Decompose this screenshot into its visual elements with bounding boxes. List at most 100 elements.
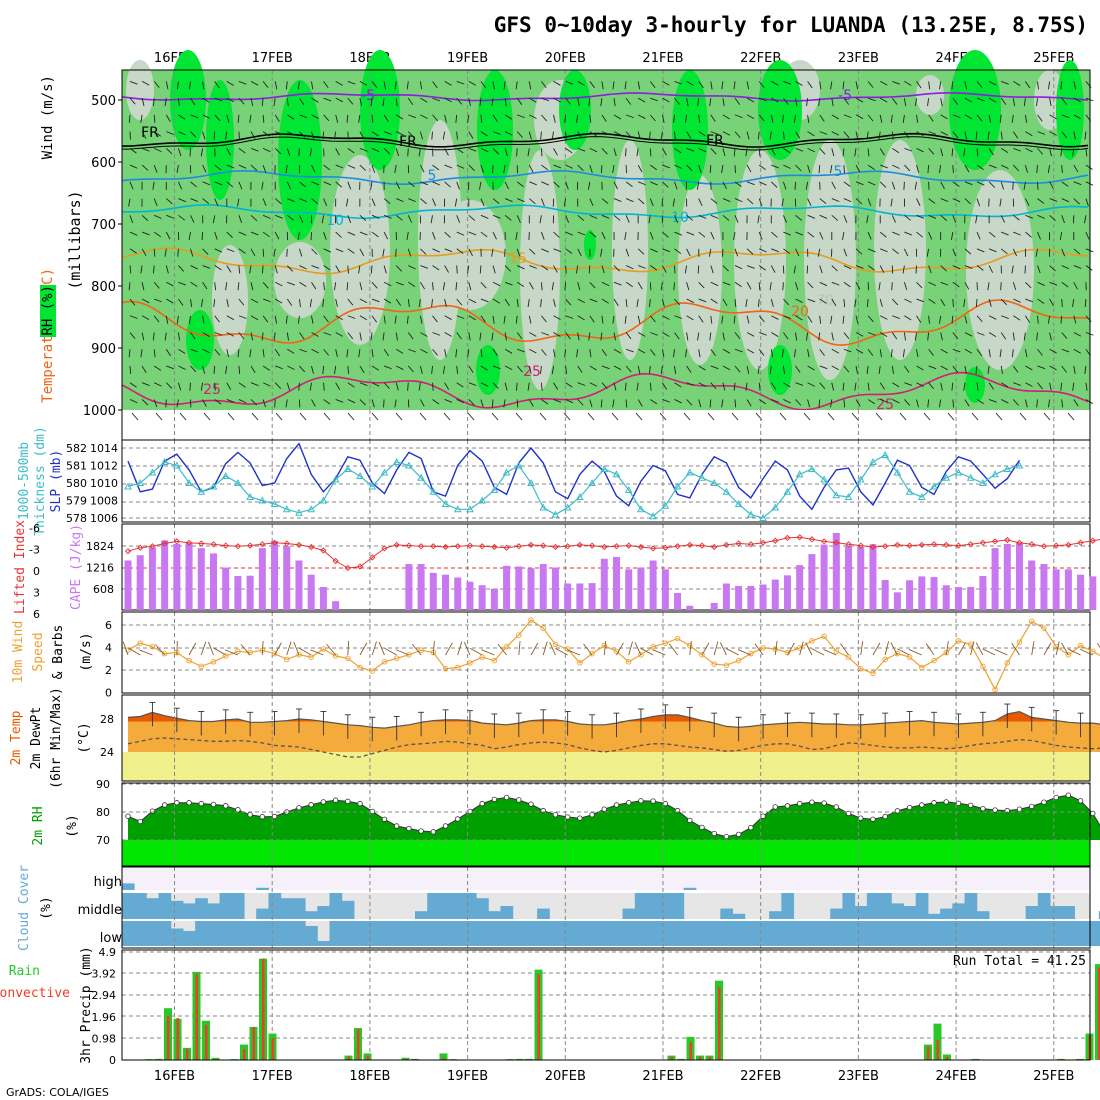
cape-bar: [857, 547, 865, 610]
lifted-index-marker: [149, 543, 156, 550]
wind-barb-10m: [994, 648, 1008, 656]
wind-barb: [347, 412, 355, 421]
wind-barb: [249, 114, 252, 123]
wind-barb: [1025, 81, 1031, 89]
lifted-index-marker: [991, 538, 999, 545]
wind-barb: [492, 81, 495, 90]
wind-barb: [297, 81, 300, 90]
cloud-bar-low: [512, 921, 526, 946]
wind-barb: [238, 315, 247, 319]
precip-convective-bar: [1098, 967, 1100, 1060]
wind-barb: [394, 315, 397, 324]
wind-barb: [492, 365, 501, 370]
wind-barb: [891, 282, 893, 291]
wind-barb: [528, 164, 534, 173]
wind-barb: [541, 164, 549, 171]
cloud-bar-middle: [647, 893, 660, 919]
wind-barb: [587, 412, 595, 421]
thickness-tick: 580: [66, 477, 87, 490]
wind-barb: [576, 349, 579, 358]
wind-barb-10m: [774, 641, 778, 656]
wind-barb: [190, 97, 196, 106]
wind-barb: [323, 315, 329, 323]
wind-barb: [262, 382, 271, 387]
wind-barb: [214, 348, 221, 356]
wind-barb: [793, 265, 796, 274]
cape-bar: [161, 540, 169, 610]
temp-area: [128, 711, 1100, 752]
wind-barb: [698, 349, 701, 358]
precip-convective-bar: [214, 1058, 217, 1060]
wind-barb: [625, 97, 632, 105]
wind-barb: [456, 231, 465, 236]
wind-barb: [783, 80, 792, 85]
wind-barb: [202, 265, 211, 269]
dewpoint-line: [127, 737, 1100, 758]
wind-barb: [335, 248, 344, 253]
cloud-bar-middle: [134, 893, 147, 919]
wind-barb: [650, 181, 658, 186]
wind-barb: [710, 265, 714, 274]
wind-barb: [807, 281, 814, 289]
wind-barb: [819, 382, 826, 390]
wind-barb: [141, 382, 150, 386]
wind-barb: [406, 231, 409, 241]
wind-barb: [674, 164, 682, 169]
wind-barb: [674, 231, 683, 236]
wind-barb: [710, 348, 716, 356]
wind-barb: [686, 248, 691, 257]
rh-tick: 80: [96, 806, 110, 819]
wind-barb: [165, 148, 173, 155]
lifted-index-marker: [576, 541, 583, 549]
wind-barb: [698, 399, 702, 408]
wind-barb: [601, 265, 605, 274]
cloud-bar-low: [231, 921, 245, 946]
cape-bar: [417, 564, 425, 610]
lifted-index-marker: [747, 541, 754, 548]
rh-marker: [723, 833, 730, 840]
wind-barb: [625, 298, 628, 308]
wind-barb: [733, 81, 736, 90]
wind-barb: [480, 214, 489, 219]
cape-bar: [759, 584, 767, 610]
wind-barb: [1037, 81, 1039, 90]
legend-wind: Wind (m/s): [40, 75, 56, 159]
wind-barb: [843, 281, 851, 288]
wind-barb: [335, 399, 344, 403]
wind-speed-marker: [454, 664, 461, 671]
contour-label: FR: [141, 125, 159, 141]
wind-barb: [988, 315, 997, 320]
wind-barb: [964, 282, 970, 290]
wind-barb: [975, 131, 978, 140]
wind-barb: [1073, 248, 1081, 255]
rh-marker: [1041, 799, 1047, 805]
wind-barb: [444, 382, 450, 390]
wind-barb: [795, 98, 798, 107]
lifted-index-marker: [198, 540, 205, 547]
thickness-marker: [392, 457, 401, 465]
wind-barb: [698, 81, 704, 89]
wind-barb: [746, 348, 755, 354]
wind-barb: [818, 165, 821, 174]
cape-bar: [136, 555, 144, 610]
wind-barb: [565, 399, 574, 404]
wind-barb: [600, 332, 603, 341]
wind-barb: [662, 399, 671, 403]
thickness-marker: [405, 461, 413, 469]
wind-barb: [504, 298, 510, 306]
wind-barb: [395, 298, 402, 306]
wind-barb: [866, 215, 869, 224]
wind-barb: [662, 248, 671, 253]
wind-speed-marker: [516, 632, 522, 638]
wind-barb: [1073, 399, 1079, 407]
wind-barb-10m: [566, 649, 581, 656]
wind-barb: [334, 365, 337, 374]
wind-barb: [1061, 215, 1065, 223]
wind-barb: [335, 148, 340, 156]
wind-barb: [178, 365, 186, 370]
wind-barb: [807, 349, 810, 358]
wind-barb: [878, 365, 881, 374]
cloud-bar-middle: [1037, 893, 1051, 919]
wind-barb: [709, 332, 712, 341]
wind-barb: [202, 365, 206, 374]
